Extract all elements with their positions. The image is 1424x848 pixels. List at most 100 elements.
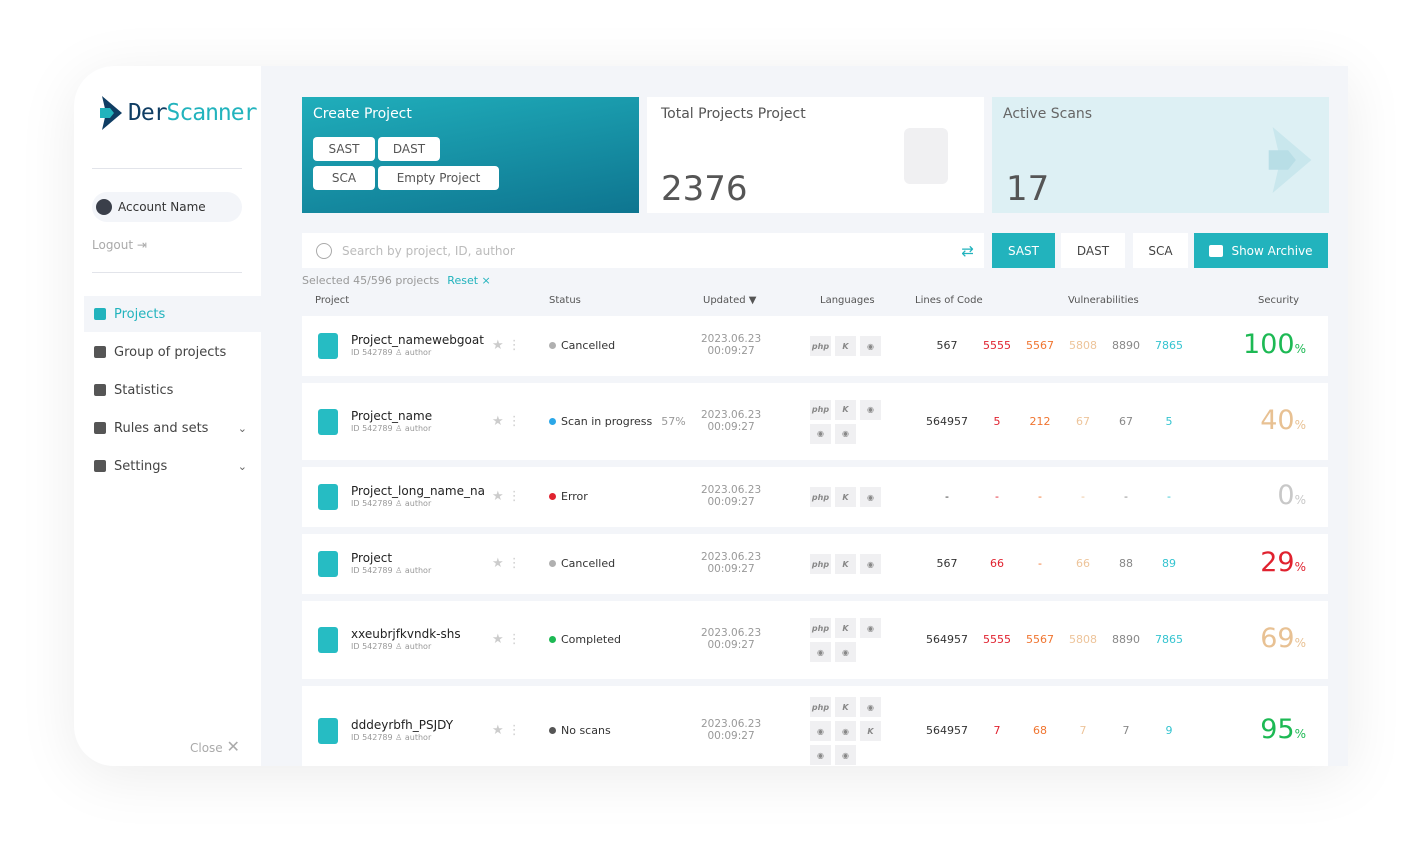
php-language-icon: php [810, 697, 831, 717]
filter-sca-button[interactable]: SCA [1133, 233, 1188, 268]
project-name[interactable]: Project_long_name_na ID 542789 ♙ author [351, 484, 485, 508]
vuln-medium-count: 5808 [1069, 339, 1097, 352]
table-row[interactable]: Project_name ID 542789 ♙ author ★ ⋮ Scan … [302, 383, 1328, 460]
vuln-low-count: 8890 [1112, 633, 1140, 646]
vuln-info-count: 89 [1162, 557, 1176, 570]
sidebar-item-statistics[interactable]: Statistics [84, 372, 261, 408]
column-lines-of-code[interactable]: Lines of Code [915, 295, 983, 306]
vuln-high-count: 5567 [1026, 633, 1054, 646]
security-score: 69% [1260, 623, 1306, 654]
active-scans-tile: Active Scans 17 [992, 97, 1329, 213]
sidebar-item-settings[interactable]: Settings ⌄ [84, 448, 261, 484]
languages: php K ◉ [810, 336, 881, 356]
lines-of-code: 567 [936, 339, 958, 352]
favorite-star-icon[interactable]: ★ ⋮ [492, 489, 521, 504]
project-name[interactable]: xxeubrjfkvndk-shs ID 542789 ♙ author [351, 627, 461, 651]
status-dot [549, 342, 556, 349]
languages: php K ◉ [810, 487, 881, 507]
kotlin-language-icon: K [835, 697, 856, 717]
filter-settings-icon[interactable]: ⇄ [961, 241, 974, 260]
more-menu-icon[interactable]: ⋮ [507, 632, 521, 647]
table-row[interactable]: Project_namewebgoat ID 542789 ♙ author ★ … [302, 316, 1328, 376]
search-icon [316, 242, 332, 259]
more-menu-icon[interactable]: ⋮ [507, 489, 521, 504]
vuln-high-count: 212 [1029, 414, 1051, 428]
vuln-low-count: 88 [1119, 557, 1133, 570]
project-name[interactable]: Project ID 542789 ♙ author [351, 551, 432, 575]
logout-button[interactable]: Logout ⇥ [92, 238, 147, 252]
search-input[interactable]: Search by project, ID, author ⇄ [302, 233, 984, 268]
user-icon: ♙ [395, 348, 403, 357]
updated-date: 2023.06.23 00:09:27 [701, 408, 762, 433]
reset-selection-link[interactable]: Reset × [447, 274, 491, 287]
column-project[interactable]: Project [315, 295, 350, 306]
account-button[interactable]: Account Name [92, 192, 242, 222]
column-security[interactable]: Security [1258, 295, 1300, 306]
security-score: 95% [1260, 714, 1306, 745]
column-vulnerabilities[interactable]: Vulnerabilities [1068, 295, 1139, 306]
app-window: Der Scanner Account Name Logout ⇥ Project… [74, 66, 1348, 766]
vuln-critical-count: 5555 [983, 339, 1011, 352]
show-archive-button[interactable]: Show Archive [1194, 233, 1328, 268]
favorite-star-icon[interactable]: ★ ⋮ [492, 556, 521, 571]
vuln-critical-count: 66 [990, 557, 1004, 570]
create-sca-button[interactable]: SCA [313, 166, 375, 190]
security-score: 29% [1260, 547, 1306, 578]
sidebar: Der Scanner Account Name Logout ⇥ Project… [74, 66, 261, 766]
more-menu-icon[interactable]: ⋮ [507, 723, 521, 738]
table-row[interactable]: Project_long_name_na ID 542789 ♙ author ★… [302, 467, 1328, 527]
chevron-down-icon: ⌄ [237, 421, 247, 435]
vuln-info-count: 5 [1165, 414, 1173, 428]
python-language-icon: ◉ [835, 642, 856, 662]
create-empty-project-button[interactable]: Empty Project [378, 166, 499, 190]
more-menu-icon[interactable]: ⋮ [507, 338, 521, 353]
status-badge: Error [549, 490, 597, 503]
status-badge: Cancelled [549, 339, 624, 352]
favorite-star-icon[interactable]: ★ ⋮ [492, 338, 521, 353]
favorite-star-icon[interactable]: ★ ⋮ [492, 413, 521, 429]
favorite-star-icon[interactable]: ★ ⋮ [492, 632, 521, 647]
more-menu-icon[interactable]: ⋮ [507, 413, 521, 429]
lines-of-code: 564957 [926, 724, 968, 737]
filter-dast-button[interactable]: DAST [1061, 233, 1125, 268]
php-language-icon: php [810, 487, 831, 507]
vuln-high-count: - [1038, 557, 1042, 570]
more-menu-icon[interactable]: ⋮ [507, 556, 521, 571]
updated-date: 2023.06.23 00:09:27 [701, 718, 762, 742]
column-status[interactable]: Status [549, 295, 581, 306]
gear-icon [94, 460, 106, 472]
project-name[interactable]: Project_name ID 542789 ♙ author [351, 408, 433, 433]
table-row[interactable]: xxeubrjfkvndk-shs ID 542789 ♙ author ★ ⋮ … [302, 601, 1328, 679]
vuln-medium-count: - [1081, 490, 1085, 503]
languages: php K ◉ ◉ ◉ [810, 618, 881, 662]
total-projects-tile: Total Projects Project 2376 [647, 97, 984, 213]
table-row[interactable]: Project ID 542789 ♙ author ★ ⋮ Cancelled … [302, 534, 1328, 594]
create-sast-button[interactable]: SAST [313, 137, 375, 161]
project-name[interactable]: Project_namewebgoat ID 542789 ♙ author [351, 333, 484, 357]
python-language-icon: ◉ [860, 336, 881, 356]
column-updated[interactable]: Updated ▼ [703, 295, 757, 306]
vuln-low-count: 7 [1122, 724, 1130, 737]
favorite-star-icon[interactable]: ★ ⋮ [492, 723, 521, 738]
vuln-medium-count: 67 [1076, 414, 1090, 428]
close-sidebar-button[interactable]: Close ✕ [190, 737, 240, 756]
create-dast-button[interactable]: DAST [378, 137, 440, 161]
php-language-icon: php [810, 618, 831, 638]
filter-sast-button[interactable]: SAST [992, 233, 1055, 268]
project-name[interactable]: dddeyrbfh_PSJDY ID 542789 ♙ author [351, 718, 454, 742]
sidebar-item-projects[interactable]: Projects [84, 296, 261, 332]
status-badge: Completed [549, 633, 630, 646]
python-language-icon: ◉ [835, 423, 856, 444]
status-dot [549, 727, 556, 734]
user-icon: ♙ [395, 733, 403, 742]
vuln-low-count: 67 [1119, 414, 1133, 428]
vuln-critical-count: 7 [993, 724, 1001, 737]
chevron-down-icon: ⌄ [237, 459, 247, 473]
python-language-icon: ◉ [860, 487, 881, 507]
sidebar-item-group-of-projects[interactable]: Group of projects [84, 334, 261, 370]
sidebar-item-rules-and-sets[interactable]: Rules and sets ⌄ [84, 410, 261, 446]
archive-icon [1209, 244, 1224, 257]
python-language-icon: ◉ [810, 721, 831, 741]
column-languages[interactable]: Languages [820, 295, 875, 306]
table-row[interactable]: dddeyrbfh_PSJDY ID 542789 ♙ author ★ ⋮ No… [302, 686, 1328, 766]
